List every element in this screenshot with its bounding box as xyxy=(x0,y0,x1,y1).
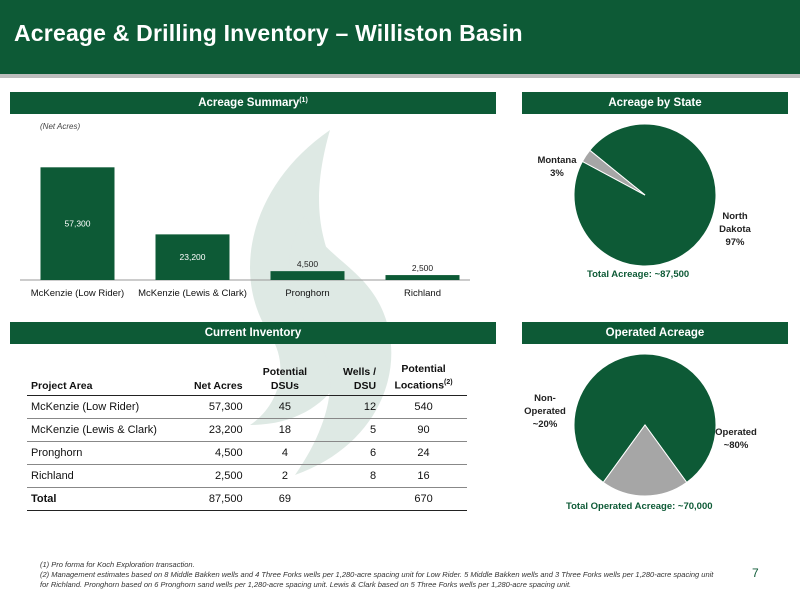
operated-acreage-header: Operated Acreage xyxy=(522,322,788,344)
title-divider xyxy=(0,74,800,78)
acreage-by-state-header: Acreage by State xyxy=(522,92,788,114)
acreage-summary-footnote-ref: (1) xyxy=(299,96,308,104)
bar-value-label: 23,200 xyxy=(180,252,206,262)
footnote-2: (2) Management estimates based on 8 Midd… xyxy=(40,570,714,589)
table-row: McKenzie (Lewis & Clark) 23,200 18 5 90 xyxy=(27,418,467,442)
montana-label: Montana 3% xyxy=(532,154,582,180)
acreage-by-state-pie xyxy=(573,123,717,267)
cell-wells: 5 xyxy=(323,418,381,442)
category-label: Pronghorn xyxy=(285,288,329,299)
bar-value-label: 4,500 xyxy=(297,259,319,269)
north-dakota-label: North Dakota 97% xyxy=(710,210,760,249)
north-dakota-pct: 97% xyxy=(725,237,745,248)
montana-pct: 3% xyxy=(550,168,564,179)
table-header-row: Project Area Net Acres Potential DSUs We… xyxy=(27,360,467,396)
cell-wells: 6 xyxy=(323,441,381,465)
inventory-table: Project Area Net Acres Potential DSUs We… xyxy=(27,360,467,511)
north-dakota-name-1: North xyxy=(722,211,748,222)
bar xyxy=(155,234,230,280)
col-potential-dsus: Potential DSUs xyxy=(246,360,324,396)
current-inventory-title: Current Inventory xyxy=(204,327,302,339)
cell-area: McKenzie (Low Rider) xyxy=(27,395,180,419)
cell-area: Total xyxy=(27,487,180,511)
cell-dsus: 69 xyxy=(246,487,324,511)
non-operated-label: Non- Operated ~20% xyxy=(520,392,570,431)
bar-value-label: 57,300 xyxy=(65,219,91,229)
operated-acreage-title: Operated Acreage xyxy=(605,327,705,339)
total-operated-acreage-label: Total Operated Acreage: ~70,000 xyxy=(566,501,713,512)
non-operated-pct: ~20% xyxy=(532,419,558,430)
category-label: McKenzie (Low Rider) xyxy=(31,288,124,299)
col-wells-per-dsu: Wells / DSU xyxy=(323,360,381,396)
cell-wells xyxy=(323,487,381,511)
bar xyxy=(270,271,345,280)
operated-label: Operated ~80% xyxy=(708,426,764,452)
total-acreage-label: Total Acreage: ~87,500 xyxy=(587,269,690,280)
operated-name: Operated xyxy=(715,427,757,438)
cell-wells: 12 xyxy=(323,395,381,419)
cell-dsus: 4 xyxy=(246,441,324,465)
bar xyxy=(385,275,460,280)
footnote-1: (1) Pro forma for Koch Exploration trans… xyxy=(40,560,195,569)
montana-name: Montana xyxy=(537,155,577,166)
col-potential-locations: Potential Locations(2) xyxy=(380,360,467,396)
pie-slice-montana xyxy=(581,149,646,196)
page-title: Acreage & Drilling Inventory – Williston… xyxy=(14,20,523,46)
cell-locations: 90 xyxy=(380,418,467,442)
col-net-acres: Net Acres xyxy=(179,360,247,396)
cell-net-acres: 4,500 xyxy=(179,441,247,465)
north-dakota-name-2: Dakota xyxy=(719,224,751,235)
cell-locations: 16 xyxy=(380,464,467,488)
acreage-by-state-title: Acreage by State xyxy=(608,97,702,109)
table-row: Richland 2,500 2 8 16 xyxy=(27,464,467,488)
acreage-summary-header: Acreage Summary (1) xyxy=(10,92,496,114)
operated-pct: ~80% xyxy=(723,440,749,451)
cell-area: Richland xyxy=(27,464,180,488)
title-bar: Acreage & Drilling Inventory – Williston… xyxy=(0,0,800,74)
non-operated-name-1: Non- xyxy=(534,393,556,404)
category-label: Richland xyxy=(404,288,441,299)
category-label: McKenzie (Lewis & Clark) xyxy=(138,288,247,299)
col-project-area: Project Area xyxy=(27,360,180,396)
table-row: McKenzie (Low Rider) 57,300 45 12 540 xyxy=(27,395,467,419)
cell-locations: 670 xyxy=(380,487,467,511)
cell-area: McKenzie (Lewis & Clark) xyxy=(27,418,180,442)
cell-wells: 8 xyxy=(323,464,381,488)
current-inventory-header: Current Inventory xyxy=(10,322,496,344)
bar xyxy=(40,167,115,280)
chart-subtitle: (Net Acres) xyxy=(40,122,81,131)
non-operated-name-2: Operated xyxy=(524,406,566,417)
pie-slice-non-operated xyxy=(602,424,688,497)
page-number: 7 xyxy=(752,566,759,580)
cell-net-acres: 87,500 xyxy=(179,487,247,511)
pie-slice-operated xyxy=(573,353,717,484)
table-total-row: Total 87,500 69 670 xyxy=(27,487,467,511)
acreage-summary-title: Acreage Summary xyxy=(198,97,300,109)
cell-net-acres: 23,200 xyxy=(179,418,247,442)
cell-net-acres: 2,500 xyxy=(179,464,247,488)
cell-locations: 540 xyxy=(380,395,467,419)
cell-locations: 24 xyxy=(380,441,467,465)
acreage-bar-chart: 57,300 McKenzie (Low Rider) 23,200 McKenzie… xyxy=(20,167,470,299)
cell-dsus: 18 xyxy=(246,418,324,442)
table-row: Pronghorn 4,500 4 6 24 xyxy=(27,441,467,465)
cell-dsus: 45 xyxy=(246,395,324,419)
cell-dsus: 2 xyxy=(246,464,324,488)
cell-net-acres: 57,300 xyxy=(179,395,247,419)
bar-value-label: 2,500 xyxy=(412,263,434,273)
cell-area: Pronghorn xyxy=(27,441,180,465)
operated-acreage-pie xyxy=(573,353,717,497)
